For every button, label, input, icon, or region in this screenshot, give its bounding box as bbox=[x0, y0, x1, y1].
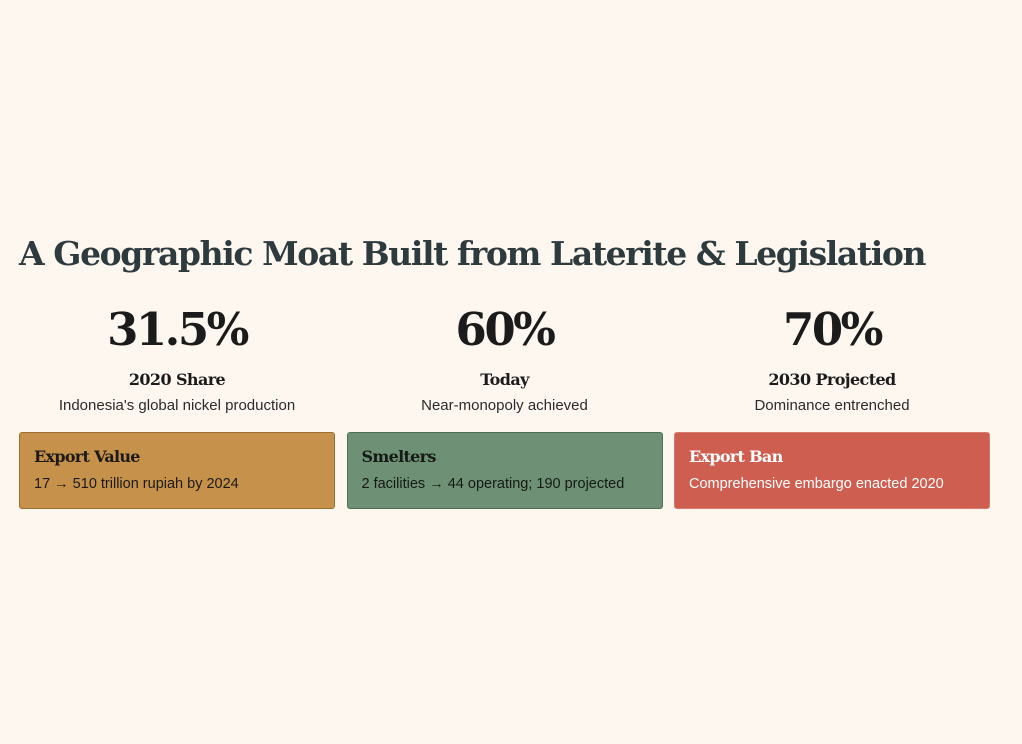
export-ban-card: Export Ban Comprehensive embargo enacted… bbox=[674, 432, 990, 509]
export-value-card: Export Value 17 → 510 trillion rupiah by… bbox=[19, 432, 335, 509]
stats-row: 31.5% 2020 Share Indonesia's global nick… bbox=[19, 300, 990, 417]
stat-label: 2020 Share bbox=[128, 370, 226, 389]
stat-value: 31.5% bbox=[107, 303, 249, 356]
page-title: A Geographic Moat Built from Laterite & … bbox=[19, 234, 927, 273]
info-cards: Export Value 17 → 510 trillion rupiah by… bbox=[19, 432, 990, 509]
stat-label: Today bbox=[480, 370, 529, 389]
card-text: 2 facilities → 44 operating; 190 project… bbox=[361, 476, 625, 492]
stat-description: Dominance entrenched bbox=[754, 397, 910, 414]
stat-today: 60% Today Near-monopoly achieved bbox=[347, 300, 663, 417]
stat-2030-projected: 70% 2030 Projected Dominance entrenched bbox=[674, 300, 990, 417]
smelters-card: Smelters 2 facilities → 44 operating; 19… bbox=[346, 432, 663, 509]
stat-value: 70% bbox=[783, 303, 883, 356]
card-title: Export Value bbox=[34, 447, 140, 466]
stat-description: Near-monopoly achieved bbox=[421, 397, 588, 414]
card-title: Smelters bbox=[361, 447, 437, 466]
stat-description: Indonesia's global nickel production bbox=[58, 397, 296, 414]
card-text: Comprehensive embargo enacted 2020 bbox=[689, 476, 944, 492]
stat-label: 2030 Projected bbox=[768, 370, 896, 389]
stat-2020-share: 31.5% 2020 Share Indonesia's global nick… bbox=[19, 300, 335, 417]
stat-value: 60% bbox=[455, 303, 556, 356]
card-text: 17 → 510 trillion rupiah by 2024 bbox=[34, 476, 239, 492]
card-title: Export Ban bbox=[689, 447, 783, 466]
